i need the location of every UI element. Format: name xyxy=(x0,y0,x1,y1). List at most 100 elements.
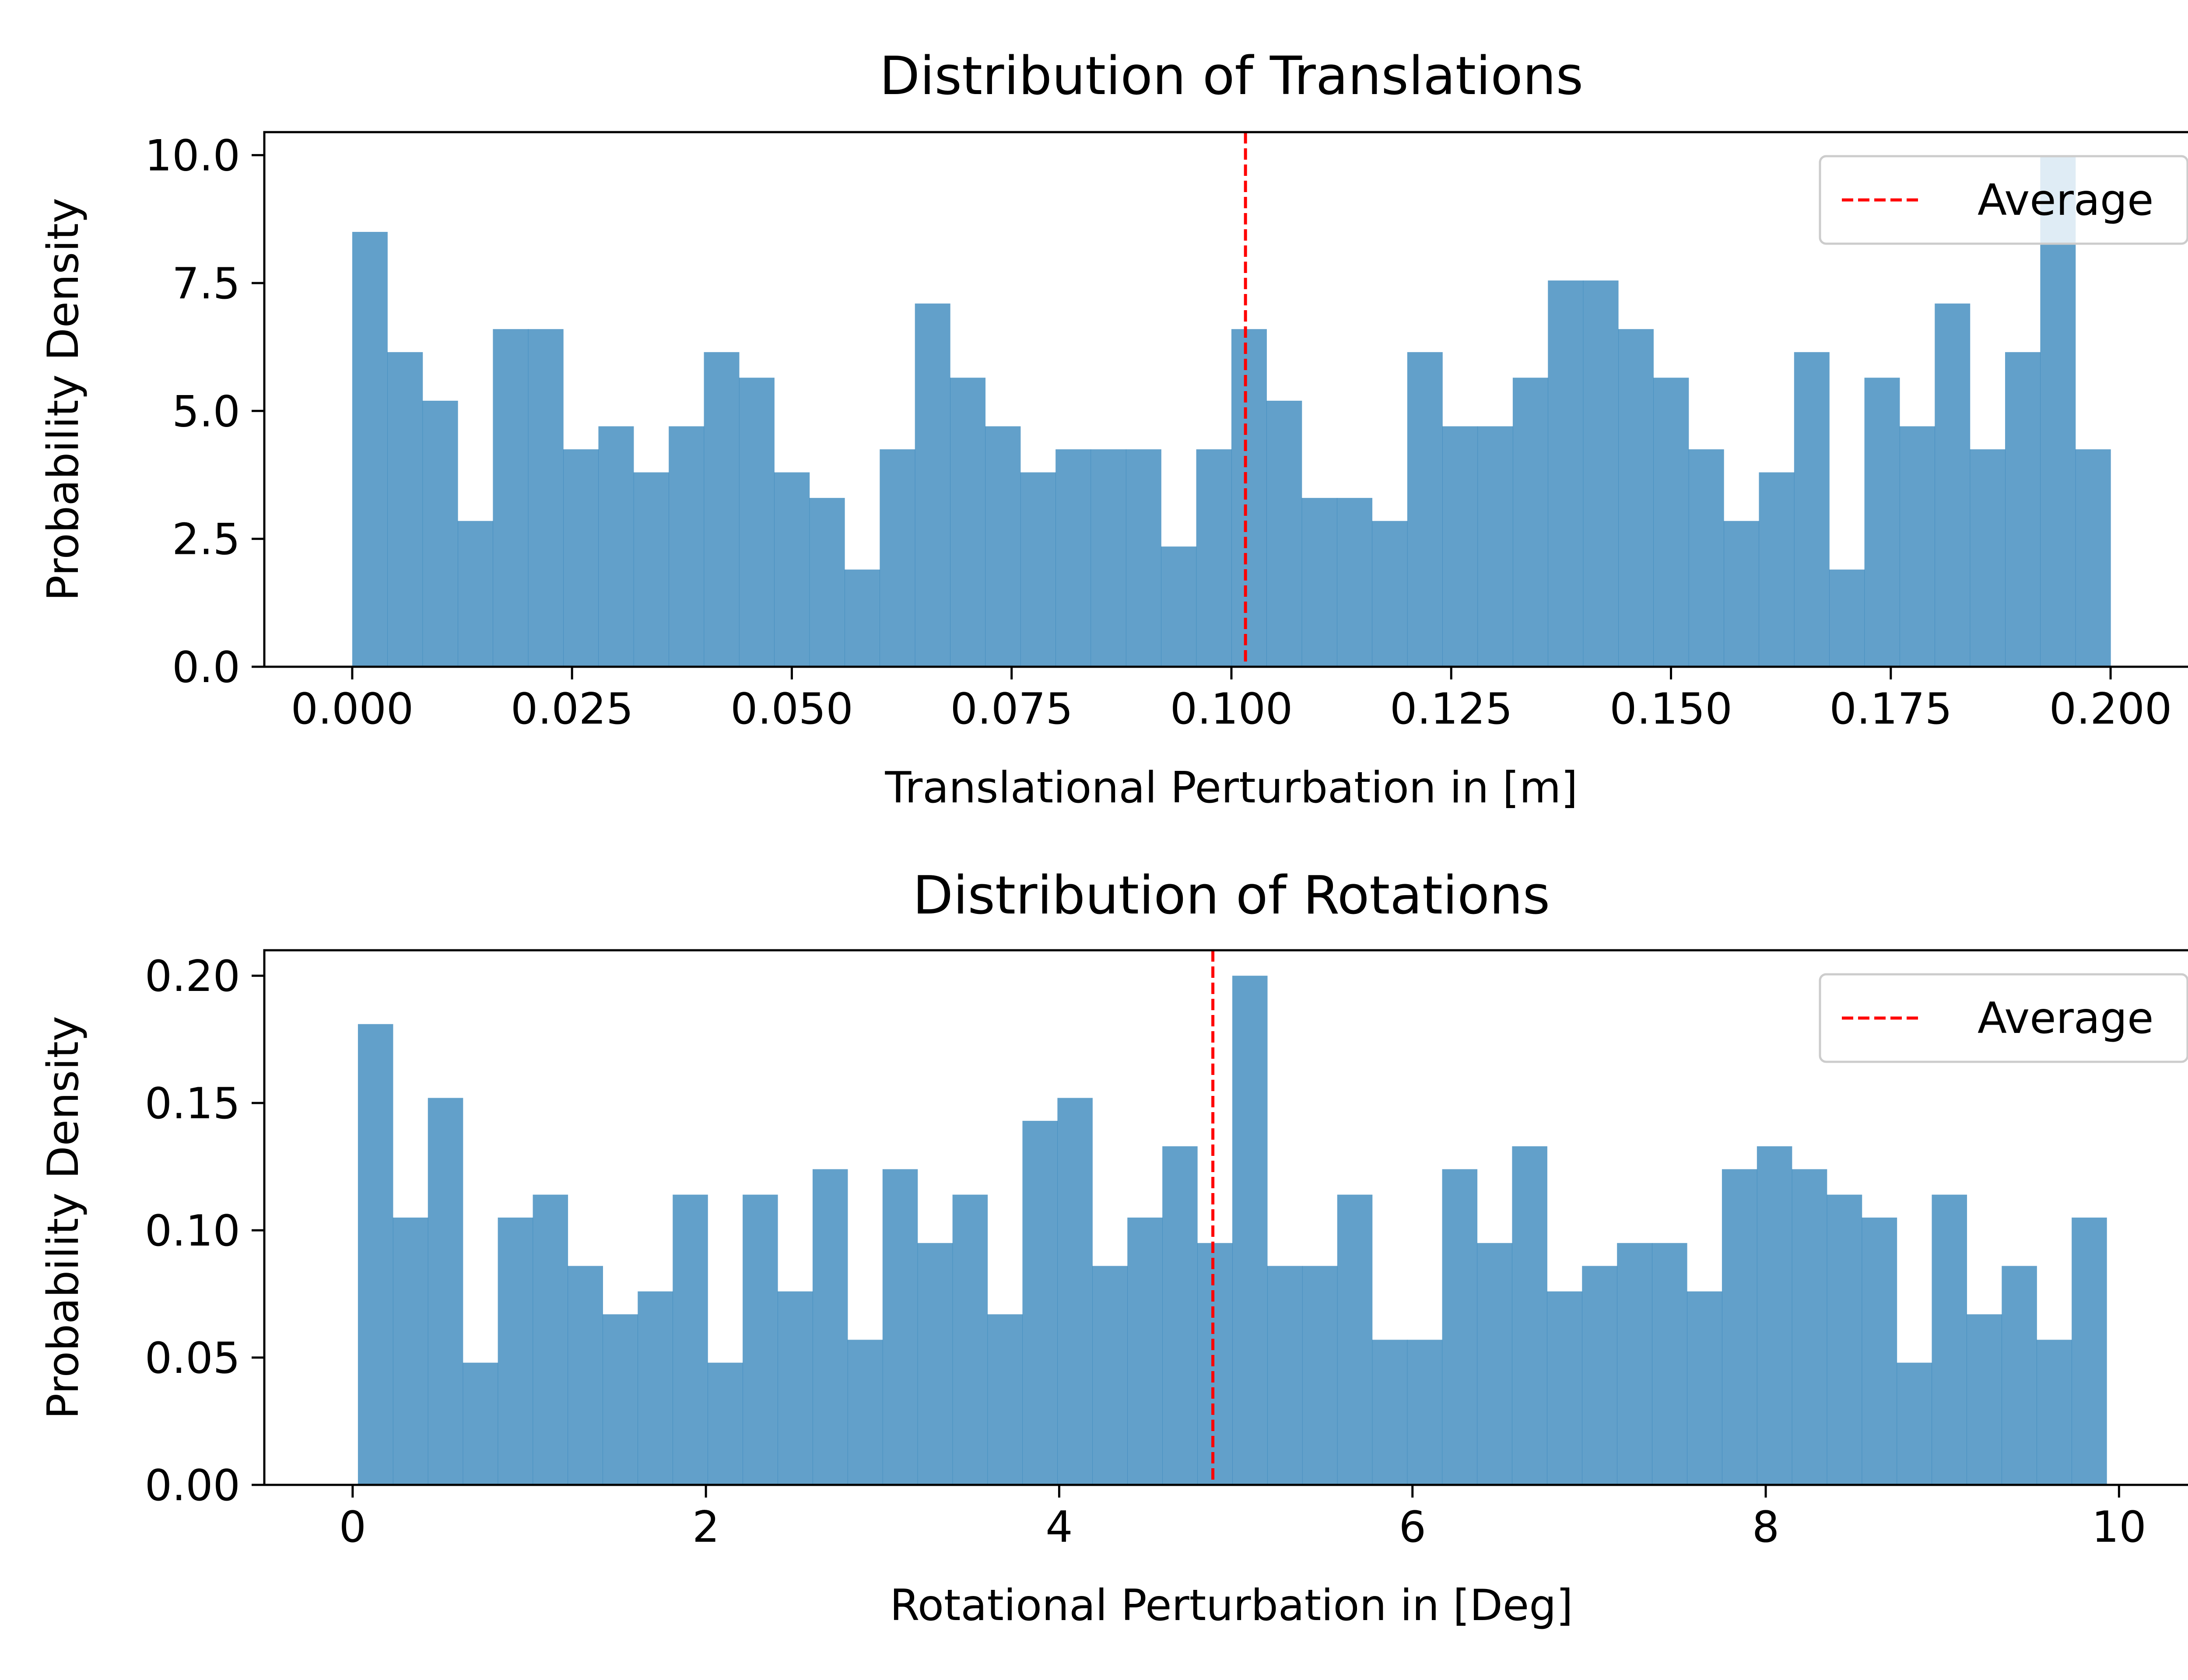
histogram-bar xyxy=(428,1098,463,1485)
histogram-bar xyxy=(1970,449,2006,667)
histogram-bar xyxy=(1722,1169,1757,1485)
y-tick-label: 7.5 xyxy=(172,259,240,309)
histogram-bar xyxy=(422,400,458,667)
y-tick-label: 5.0 xyxy=(172,387,240,437)
histogram-bar xyxy=(1477,426,1513,667)
histogram-bar xyxy=(1197,1243,1233,1485)
histogram-bar xyxy=(1302,1266,1338,1485)
histogram-bar xyxy=(352,232,388,667)
histogram-bar xyxy=(1512,378,1548,667)
y-tick-label: 0.05 xyxy=(145,1334,240,1383)
y-tick-label: 0.00 xyxy=(145,1461,240,1511)
y-axis-label: Probability Density xyxy=(39,1016,88,1419)
x-axis-label: Rotational Perturbation in [Deg] xyxy=(890,1581,1573,1631)
legend: Average xyxy=(1819,155,2188,245)
histogram-bar xyxy=(1196,449,1232,667)
y-ticks: 0.00 0.05 0.10 0.15 0.20 xyxy=(145,952,264,1511)
histogram-bar xyxy=(1407,352,1443,667)
histogram-bar xyxy=(1618,329,1654,667)
histogram-bar xyxy=(1372,1340,1408,1485)
x-tick-label: 8 xyxy=(1752,1502,1779,1552)
histogram-bar xyxy=(778,1291,813,1485)
histogram-bar xyxy=(809,498,845,667)
histogram-bar xyxy=(1899,426,1935,667)
histogram-bar xyxy=(1022,1120,1058,1485)
histogram-bar xyxy=(1337,498,1373,667)
histogram-bar xyxy=(603,1314,638,1485)
histogram-bar xyxy=(915,303,950,667)
histogram-bar xyxy=(739,378,775,667)
x-tick-label: 0 xyxy=(339,1502,366,1552)
x-ticks: 0 2 4 6 8 10 xyxy=(339,1485,2146,1552)
histogram-bar xyxy=(1127,1218,1163,1485)
chart-title: Distribution of Rotations xyxy=(913,865,1550,926)
x-tick-label: 0.200 xyxy=(2049,684,2172,734)
y-ticks: 0.0 2.5 5.0 7.5 10.0 xyxy=(145,131,264,693)
histogram-bar xyxy=(1442,1169,1478,1485)
histogram-bar xyxy=(1548,280,1584,667)
histogram-bar xyxy=(669,426,705,667)
x-tick-label: 10 xyxy=(2092,1502,2146,1552)
histogram-bar xyxy=(1829,569,1865,667)
y-tick-label: 10.0 xyxy=(145,131,240,181)
histogram-bar xyxy=(1020,472,1056,667)
histogram-bar xyxy=(1583,280,1619,667)
histogram-bar xyxy=(563,449,599,667)
histogram-bar xyxy=(1652,1243,1687,1485)
histogram-bar xyxy=(1161,546,1197,667)
x-tick-label: 6 xyxy=(1399,1502,1426,1552)
x-tick-label: 0.025 xyxy=(511,684,634,734)
histogram-bar xyxy=(2002,1266,2037,1485)
histogram-bar xyxy=(1687,1291,1722,1485)
histogram-bar xyxy=(950,378,986,667)
histogram-bar xyxy=(708,1362,743,1485)
y-tick-label: 0.15 xyxy=(145,1079,240,1129)
histogram-bar xyxy=(1267,1266,1303,1485)
histogram-bar xyxy=(1301,498,1337,667)
histogram-bar xyxy=(1688,449,1724,667)
histogram-bar xyxy=(1477,1243,1513,1485)
histogram-bar xyxy=(1266,400,1302,667)
histogram-bar xyxy=(1547,1291,1582,1485)
histogram-bar xyxy=(673,1194,708,1485)
x-tick-label: 4 xyxy=(1045,1502,1073,1552)
legend-box xyxy=(1819,155,2188,245)
x-tick-label: 0.000 xyxy=(291,684,414,734)
histogram-bar xyxy=(1231,329,1267,667)
histogram-bar xyxy=(1407,1340,1443,1485)
x-tick-label: 2 xyxy=(692,1502,719,1552)
histogram-bar xyxy=(774,472,810,667)
histogram-bar xyxy=(987,1314,1023,1485)
histogram-bar xyxy=(985,426,1021,667)
y-tick-label: 0.10 xyxy=(145,1206,240,1256)
histogram-bar xyxy=(1864,378,1900,667)
histogram-bar xyxy=(393,1218,428,1485)
histogram-bar xyxy=(1862,1218,1897,1485)
histogram-bar xyxy=(880,449,915,667)
histogram-bar xyxy=(633,472,669,667)
x-tick-label: 0.150 xyxy=(1609,684,1732,734)
histogram-bar xyxy=(1759,472,1795,667)
translations-histogram: 0.000 0.025 0.050 0.075 0.100 0.125 0.150 0.175… xyxy=(39,46,2188,813)
histogram-bar xyxy=(1090,449,1126,667)
y-tick-label: 0.20 xyxy=(145,952,240,1001)
histogram-bar xyxy=(358,1024,393,1485)
histogram-bar xyxy=(1512,1146,1547,1485)
histogram-bar xyxy=(1232,976,1268,1485)
histogram-bar xyxy=(463,1362,498,1485)
histogram-bar xyxy=(458,521,493,667)
legend-label: Average xyxy=(1978,994,2153,1043)
histogram-bar xyxy=(2005,352,2041,667)
histogram-bar xyxy=(2037,1340,2072,1485)
histogram-bar xyxy=(568,1266,603,1485)
histogram-bar xyxy=(1932,1194,1967,1485)
legend-box xyxy=(1819,973,2188,1063)
x-ticks: 0.000 0.025 0.050 0.075 0.100 0.125 0.150 0.175… xyxy=(291,667,2172,734)
histogram-bar xyxy=(1724,521,1760,667)
histogram-bar xyxy=(1792,1169,1827,1485)
histogram-bar xyxy=(1337,1194,1373,1485)
histogram-bar xyxy=(1757,1146,1792,1485)
histogram-bar xyxy=(1442,426,1478,667)
x-tick-label: 0.050 xyxy=(730,684,853,734)
